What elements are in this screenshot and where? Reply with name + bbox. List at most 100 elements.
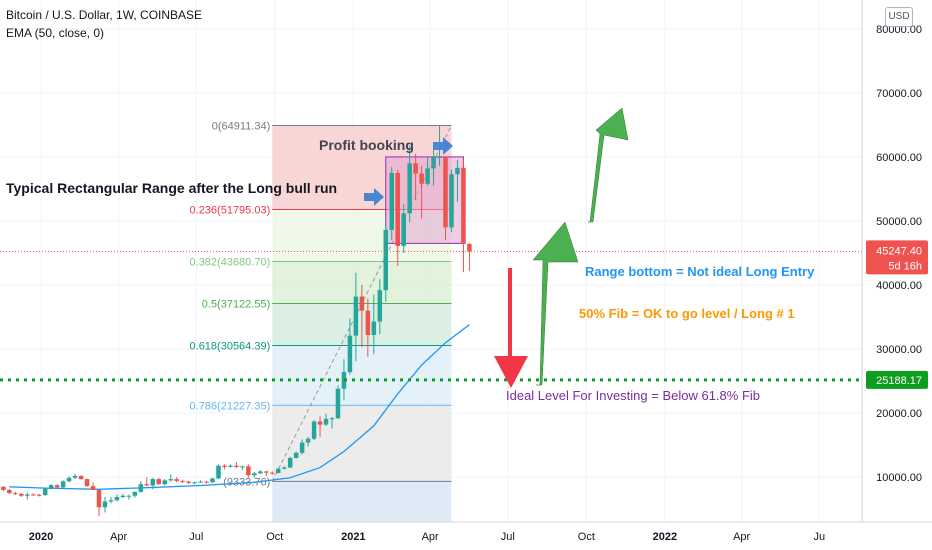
candle-body — [90, 486, 96, 490]
candle-body — [311, 421, 317, 439]
symbol-title: Bitcoin / U.S. Dollar, 1W, COINBASE — [6, 8, 203, 22]
candle-body — [425, 168, 430, 184]
candle-body — [37, 494, 42, 496]
ideal-level-badge — [866, 370, 928, 389]
candle-body — [264, 471, 269, 473]
candle-body — [270, 472, 275, 474]
candle-body — [174, 479, 179, 482]
candle-body — [198, 481, 203, 483]
candle-body — [168, 479, 173, 481]
candle-body — [449, 174, 454, 228]
candle-body — [413, 163, 418, 174]
candle-body — [78, 475, 84, 480]
candle-body — [120, 495, 126, 498]
fib-level-label: 0.618(30564.39) — [190, 340, 271, 352]
candle-body — [240, 466, 245, 468]
x-tick-label: Apr — [110, 531, 127, 543]
candle-body — [443, 156, 448, 228]
candle-body — [132, 491, 138, 496]
candle-body — [102, 501, 108, 508]
ideal-level-note: Ideal Level For Investing = Below 61.8% … — [506, 388, 760, 403]
candle-body — [228, 465, 233, 467]
range-bottom-note: Range bottom = Not ideal Long Entry — [585, 264, 815, 279]
x-tick-label: Jul — [189, 531, 203, 543]
fib-50-note: 50% Fib = OK to go level / Long # 1 — [579, 306, 795, 321]
candle-body — [144, 484, 150, 486]
down-arrow-icon — [494, 268, 528, 388]
x-tick-label: Jul — [501, 531, 515, 543]
current-price-badge — [866, 240, 928, 275]
y-tick-label: 70000.00 — [876, 88, 922, 100]
candle-body — [335, 388, 341, 419]
candle-body — [407, 163, 412, 214]
candle-body — [234, 465, 239, 467]
candle-body — [323, 418, 329, 425]
profit-pointer-arrow-icon — [433, 137, 453, 155]
candle-body — [192, 482, 197, 484]
candle-body — [96, 489, 102, 508]
candle-body — [293, 452, 299, 458]
y-tick-label: 10000.00 — [876, 472, 922, 484]
candle-body — [365, 310, 371, 335]
candle-body — [347, 335, 353, 373]
profit-booking-note: Profit booking — [319, 137, 414, 153]
candle-body — [467, 244, 472, 252]
candle-body — [60, 481, 66, 488]
y-tick-label: 30000.00 — [876, 344, 922, 356]
y-tick-label: 50000.00 — [876, 216, 922, 228]
candle-body — [162, 480, 167, 485]
candle-body — [395, 172, 400, 246]
fib-band — [272, 345, 452, 406]
candle-body — [401, 213, 406, 246]
candle-body — [461, 167, 466, 245]
candle-body — [150, 479, 156, 486]
typical-range-note: Typical Rectangular Range after the Long… — [6, 180, 337, 196]
x-tick-label: Apr — [733, 531, 750, 543]
x-tick-label: 2022 — [653, 531, 677, 543]
current-price-value: 45247.40 — [876, 245, 922, 257]
candle-body — [258, 471, 263, 474]
currency-button[interactable]: USD — [885, 7, 913, 27]
candle-body — [222, 465, 227, 467]
candle-body — [180, 481, 185, 483]
candle-body — [1, 486, 6, 490]
x-tick-label: Oct — [266, 531, 283, 543]
candle-body — [19, 493, 24, 496]
candle-body — [377, 290, 383, 322]
candle-body — [305, 438, 311, 443]
candle-body — [359, 296, 365, 311]
candle-body — [281, 467, 287, 469]
fib-band — [272, 481, 452, 522]
candle-body — [383, 229, 389, 291]
x-tick-label: Oct — [578, 531, 595, 543]
ema-line — [9, 324, 470, 490]
candle-body — [252, 473, 257, 476]
candle-body — [72, 475, 78, 478]
candle-body — [84, 479, 90, 487]
candle-body — [275, 468, 281, 474]
candle-body — [156, 479, 161, 485]
candle-body — [299, 442, 305, 453]
candle-body — [329, 418, 335, 420]
candle-body — [54, 485, 60, 488]
candle-body — [317, 421, 323, 425]
candle-body — [48, 485, 54, 489]
candle-body — [31, 494, 36, 496]
candle-body — [25, 494, 30, 496]
y-tick-label: 20000.00 — [876, 408, 922, 420]
fib-band — [272, 405, 452, 482]
x-tick-label: 2020 — [29, 531, 53, 543]
fib-level-label: 0(64911.34) — [212, 120, 271, 132]
x-tick-label: 2021 — [341, 531, 365, 543]
bar-countdown: 5d 16h — [888, 260, 922, 272]
fib-level-label: 0.236(51795.03) — [190, 204, 271, 216]
y-tick-label: 60000.00 — [876, 152, 922, 164]
candle-body — [210, 478, 215, 483]
candle-body — [341, 372, 347, 389]
candle-body — [371, 321, 377, 335]
up-arrow-icon-2 — [588, 107, 629, 223]
candle-body — [42, 488, 48, 496]
candle-body — [66, 477, 72, 482]
candle-body — [204, 481, 209, 483]
